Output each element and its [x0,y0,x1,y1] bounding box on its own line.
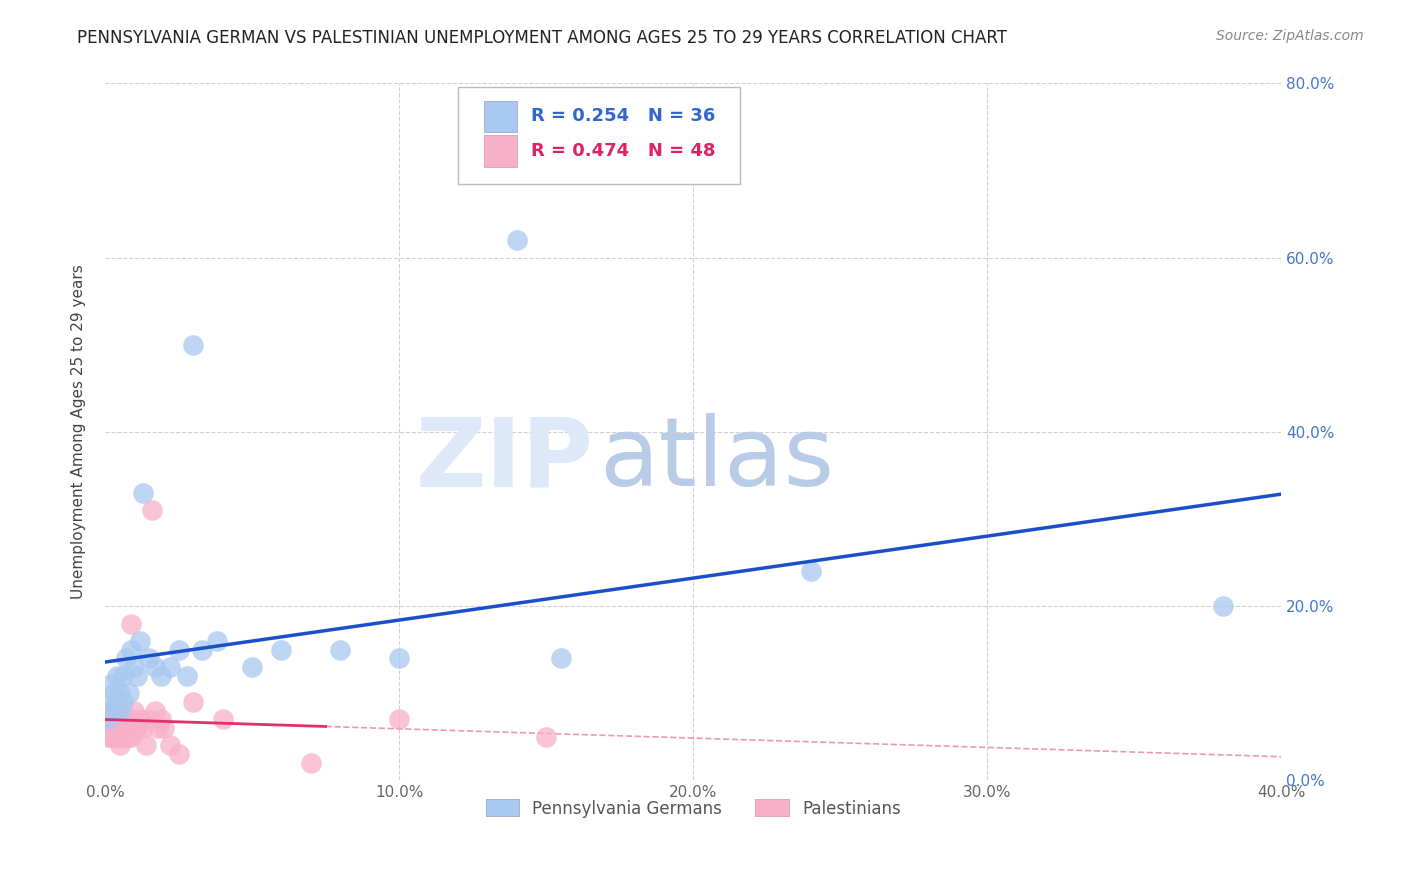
Point [114,651,136,665]
Point [329,642,352,657]
Point [111,712,134,726]
Point [114,721,136,735]
Point [114,730,136,744]
Point [100,677,122,691]
Point [105,669,128,683]
Point [114,712,136,726]
Point [167,747,190,761]
Point [127,669,149,683]
Point [149,712,172,726]
Point [534,730,557,744]
Point [108,712,131,726]
Point [120,642,142,657]
Point [299,756,322,770]
Point [103,704,125,718]
Point [105,695,128,709]
Point [205,634,228,648]
Point [105,721,128,735]
Point [108,686,131,700]
Point [111,721,134,735]
Point [97,704,120,718]
Point [146,721,169,735]
Point [135,739,157,753]
Point [127,721,149,735]
Point [550,651,572,665]
Point [108,704,131,718]
Point [176,669,198,683]
Point [100,704,122,718]
Point [108,721,131,735]
FancyBboxPatch shape [458,87,740,185]
Point [191,642,214,657]
Point [111,669,134,683]
Point [129,712,152,726]
Point [103,712,125,726]
Point [149,669,172,683]
Point [97,730,120,744]
Point [124,660,146,674]
Point [167,642,190,657]
Point [105,712,128,726]
Point [103,686,125,700]
Point [97,712,120,726]
Point [211,712,233,726]
Point [111,704,134,718]
Point [97,721,120,735]
Point [105,730,128,744]
Point [181,338,204,352]
Point [103,704,125,718]
Y-axis label: Unemployment Among Ages 25 to 29 years: Unemployment Among Ages 25 to 29 years [72,265,86,599]
Point [143,704,166,718]
Text: R = 0.474   N = 48: R = 0.474 N = 48 [531,142,716,160]
Point [181,695,204,709]
Point [506,233,529,247]
Point [97,695,120,709]
Point [120,616,142,631]
Point [138,651,160,665]
Point [103,730,125,744]
Point [124,721,146,735]
Point [800,564,823,578]
Point [132,486,155,500]
Point [100,730,122,744]
Text: Source: ZipAtlas.com: Source: ZipAtlas.com [1216,29,1364,44]
Point [117,686,139,700]
Point [141,503,163,517]
FancyBboxPatch shape [484,136,517,167]
Point [270,642,292,657]
Point [100,712,122,726]
Point [143,660,166,674]
Text: ZIP: ZIP [415,413,593,507]
Text: PENNSYLVANIA GERMAN VS PALESTINIAN UNEMPLOYMENT AMONG AGES 25 TO 29 YEARS CORREL: PENNSYLVANIA GERMAN VS PALESTINIAN UNEMP… [77,29,1007,47]
FancyBboxPatch shape [484,101,517,132]
Point [240,660,263,674]
Point [129,634,152,648]
Point [117,730,139,744]
Point [124,704,146,718]
Point [138,712,160,726]
Text: atlas: atlas [599,413,834,507]
Point [103,721,125,735]
Point [388,712,411,726]
Point [117,712,139,726]
Legend: Pennsylvania Germans, Palestinians: Pennsylvania Germans, Palestinians [479,793,907,824]
Point [117,721,139,735]
Text: R = 0.254   N = 36: R = 0.254 N = 36 [531,107,716,125]
Point [100,721,122,735]
Point [159,660,181,674]
Point [111,695,134,709]
Point [111,730,134,744]
Point [108,730,131,744]
Point [132,721,155,735]
Point [153,721,176,735]
Point [108,739,131,753]
Point [120,730,142,744]
Point [159,739,181,753]
Point [1212,599,1234,613]
Point [388,651,411,665]
